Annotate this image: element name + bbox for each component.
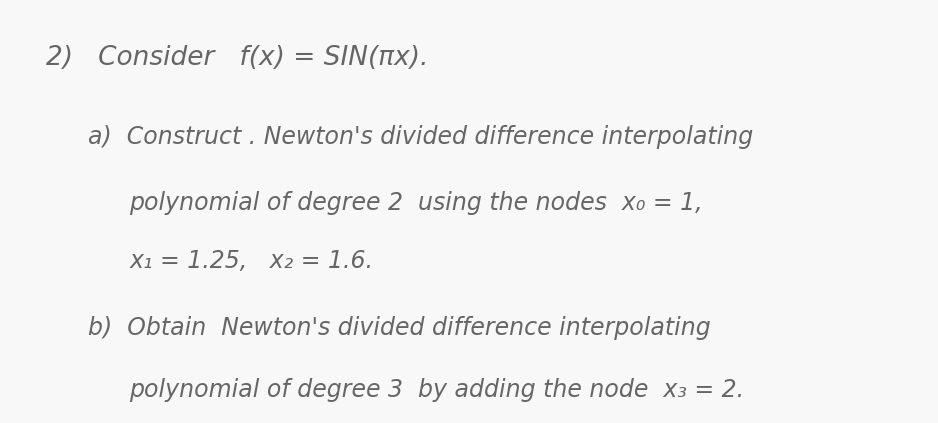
Text: a)  Construct . Newton's divided difference interpolating: a) Construct . Newton's divided differen… xyxy=(87,125,753,149)
Text: polynomial of degree 2  using the nodes  x₀ = 1,: polynomial of degree 2 using the nodes x… xyxy=(129,191,703,215)
Text: b)  Obtain  Newton's divided difference interpolating: b) Obtain Newton's divided difference in… xyxy=(87,316,710,340)
Text: 2)   Consider   f(x) = SIN(πx).: 2) Consider f(x) = SIN(πx). xyxy=(46,45,429,71)
Text: x₁ = 1.25,   x₂ = 1.6.: x₁ = 1.25, x₂ = 1.6. xyxy=(129,249,373,273)
Text: polynomial of degree 3  by adding the node  x₃ = 2.: polynomial of degree 3 by adding the nod… xyxy=(129,378,744,402)
